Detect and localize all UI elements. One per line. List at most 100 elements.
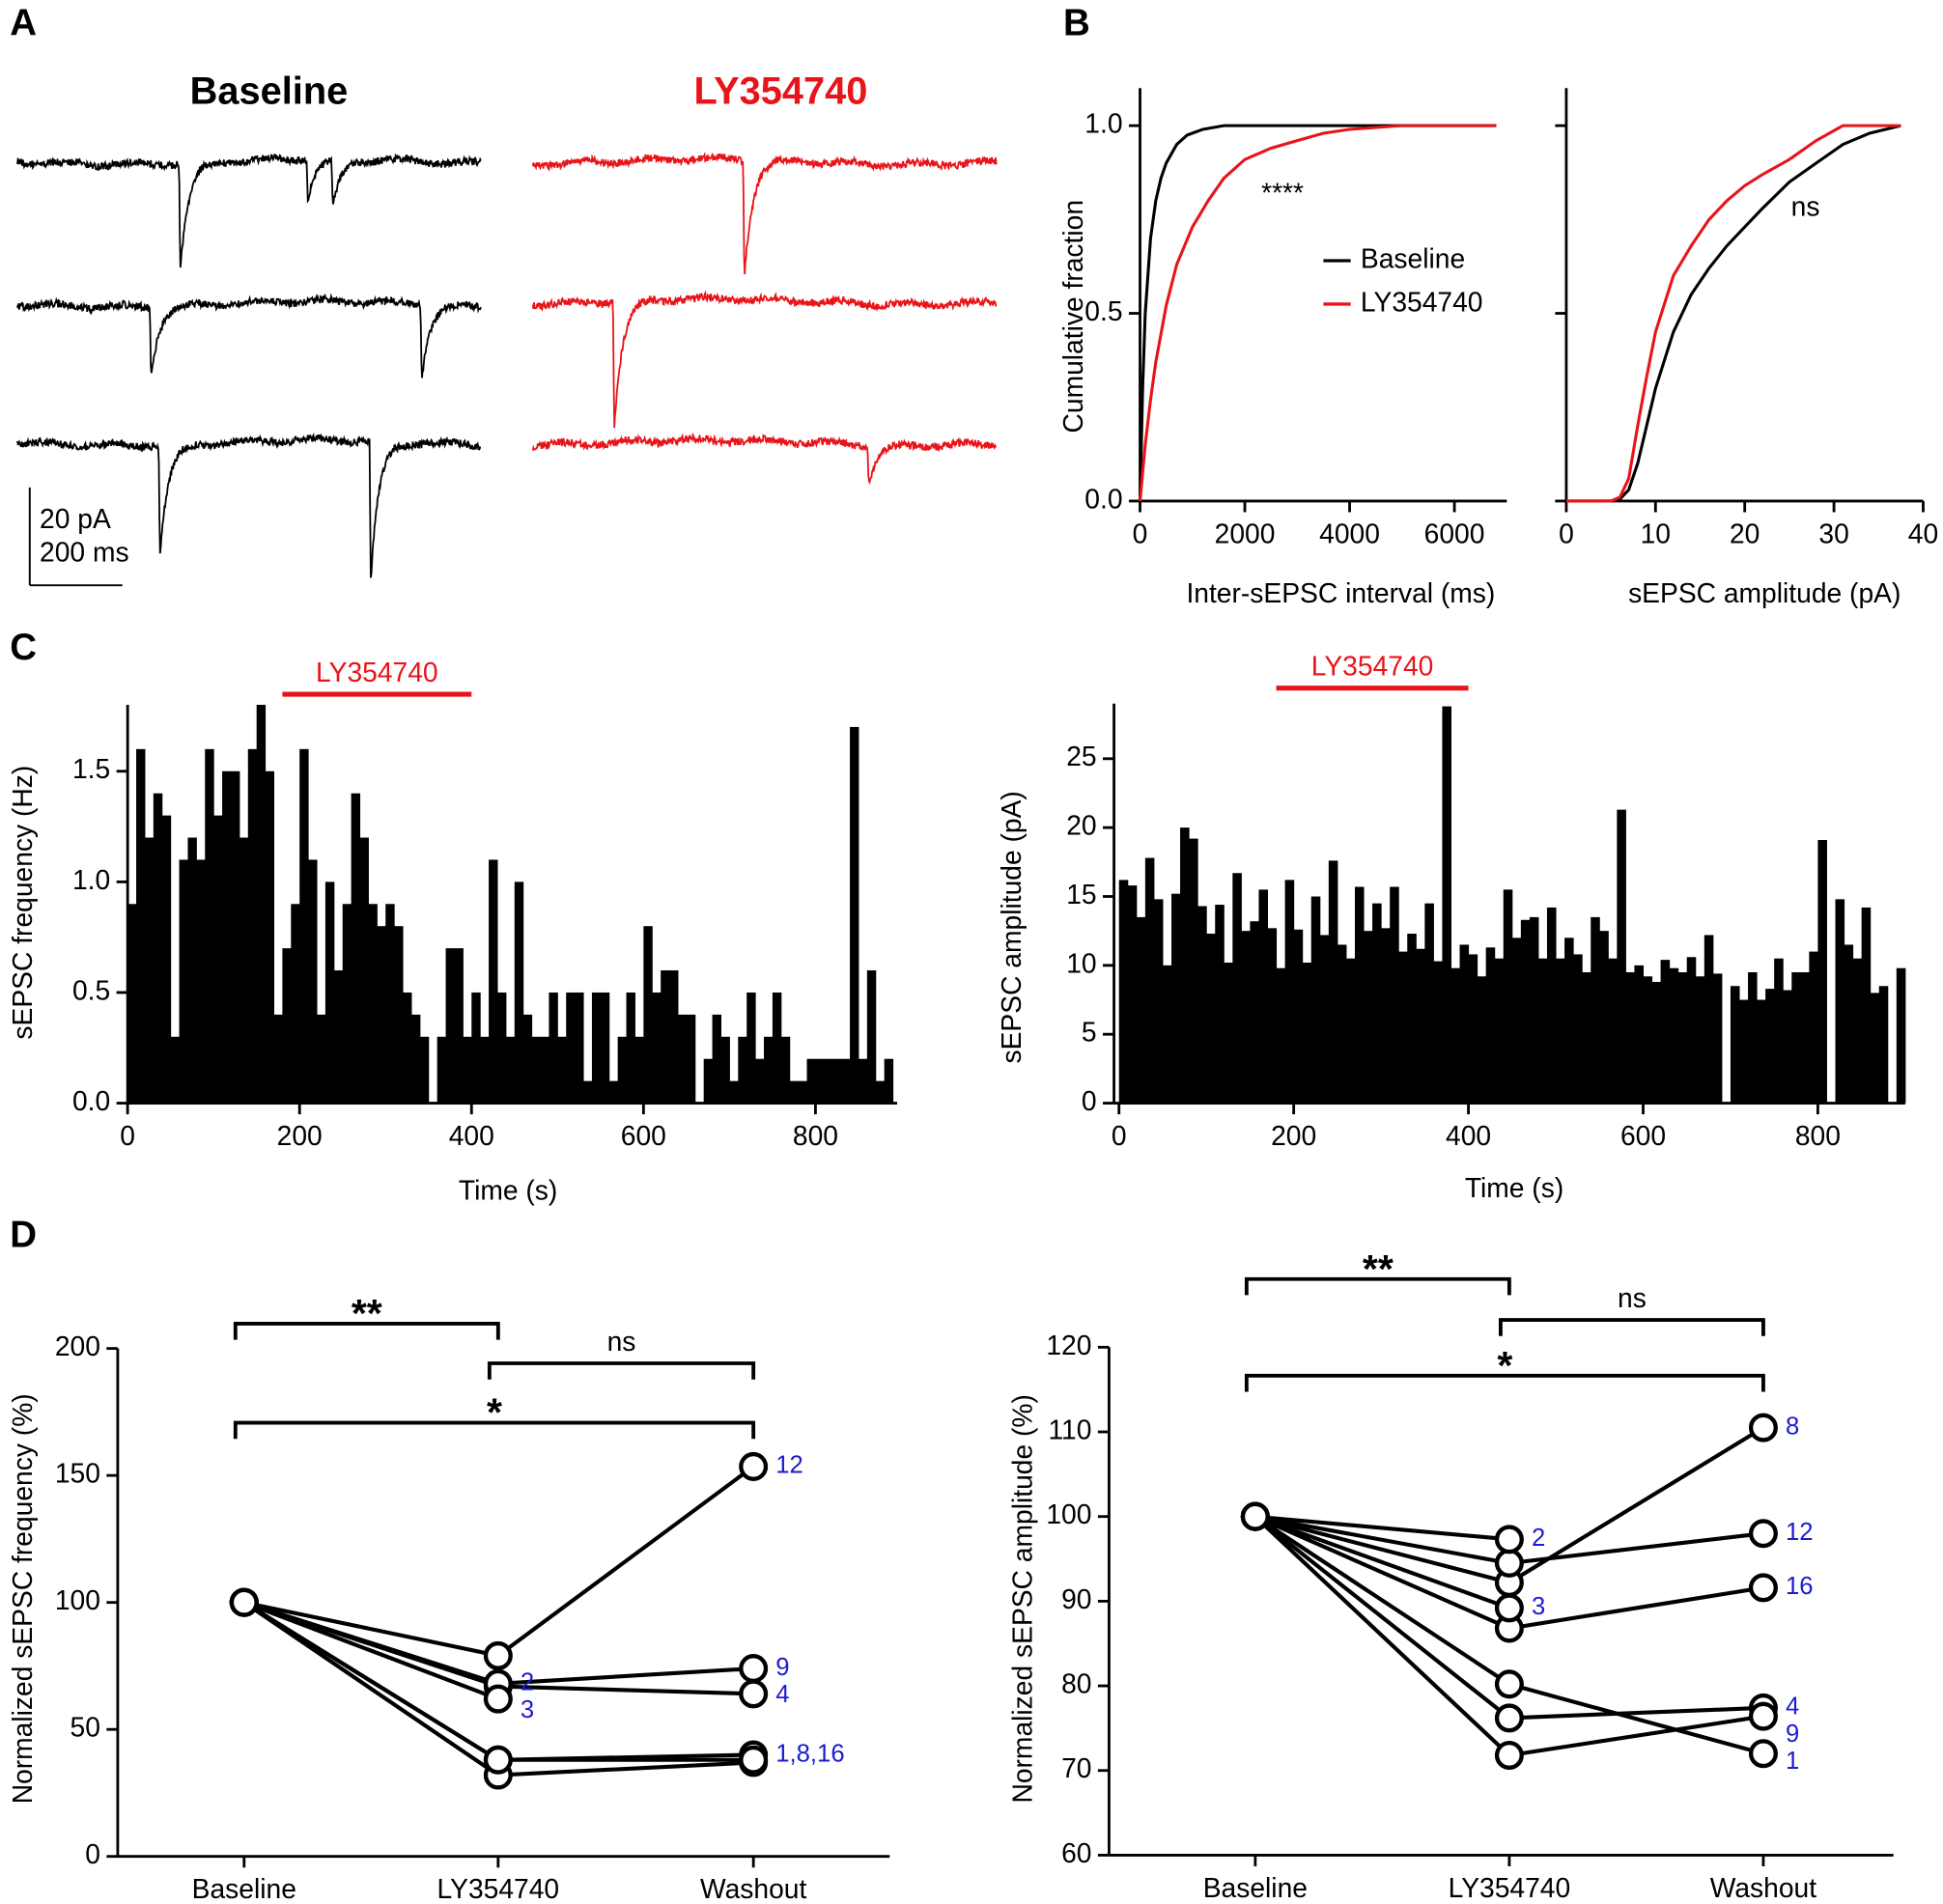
cell-point — [739, 1679, 769, 1709]
y-tick-label: 50 — [70, 1712, 100, 1743]
cell-point — [1494, 1740, 1524, 1770]
x-tick-label: 6000 — [1424, 518, 1485, 548]
histogram-bar — [1215, 905, 1225, 1104]
histogram-bar — [1608, 958, 1618, 1104]
x-axis-label: sEPSC amplitude (pA) — [1628, 577, 1901, 608]
x-tick-label: 200 — [1271, 1120, 1316, 1151]
y-tick-label: 1.0 — [72, 864, 110, 895]
histogram-bar — [661, 970, 670, 1104]
x-tick-label: Baseline — [1203, 1872, 1308, 1903]
scale-bar-label: 20 pA — [40, 503, 111, 534]
significance-label: * — [487, 1390, 502, 1435]
cell-label: 1,8,16 — [775, 1740, 844, 1767]
histogram-bar — [1748, 971, 1758, 1104]
significance-bracket — [233, 1420, 756, 1440]
histogram-bar — [445, 948, 455, 1104]
histogram-bar — [489, 859, 498, 1104]
histogram-bar — [403, 992, 412, 1104]
histogram-bar — [1206, 934, 1216, 1104]
x-tick-label: 400 — [449, 1120, 494, 1151]
x-tick-label: 800 — [1795, 1120, 1841, 1151]
cell-point — [1240, 1501, 1270, 1531]
x-tick-label: 20 — [1730, 518, 1760, 548]
histogram-bar — [703, 1058, 714, 1104]
histogram-bar — [317, 1014, 326, 1104]
histogram-bar — [522, 1014, 533, 1104]
x-tick-label: 0 — [1112, 1120, 1127, 1151]
x-tick-label: Washout — [700, 1873, 806, 1904]
histogram-bar — [265, 770, 275, 1104]
y-tick-label: 0.0 — [1084, 483, 1122, 514]
histogram-bar — [841, 1058, 851, 1104]
histogram-bar — [1774, 958, 1784, 1104]
histogram-bar — [1127, 885, 1138, 1104]
histogram-bar — [1870, 993, 1880, 1104]
histogram-bar — [410, 1014, 421, 1104]
histogram-bar — [772, 992, 782, 1104]
histogram-bar — [1459, 944, 1470, 1104]
cell-point — [739, 1654, 769, 1684]
histogram-bar — [496, 992, 507, 1104]
histogram-bar — [394, 926, 404, 1104]
histogram-bar — [368, 904, 378, 1104]
annotation: ns — [1791, 191, 1820, 222]
histogram-bar — [1556, 958, 1565, 1104]
cell-point — [1748, 1573, 1778, 1603]
histogram-bar — [273, 1014, 283, 1104]
histogram-bar — [1704, 935, 1714, 1104]
histogram-bar — [789, 1080, 800, 1104]
histogram-bar — [780, 1036, 791, 1104]
histogram-bar — [1817, 839, 1827, 1104]
cell-label: 4 — [775, 1681, 789, 1708]
histogram-bar — [351, 793, 361, 1104]
histogram-bar — [1712, 973, 1723, 1104]
histogram-bar — [1651, 981, 1662, 1104]
histogram-bar — [1258, 889, 1269, 1104]
histogram-bar — [1390, 886, 1399, 1104]
cell-line — [1254, 1514, 1510, 1610]
histogram-bar — [359, 837, 369, 1104]
y-tick-label: 200 — [55, 1330, 100, 1361]
y-tick-label: 0 — [85, 1838, 100, 1869]
histogram-bar — [308, 859, 318, 1104]
histogram-bar — [136, 748, 146, 1104]
histogram-bar — [850, 726, 859, 1104]
cdf-line — [1565, 124, 1901, 503]
significance-label: ** — [1363, 1246, 1394, 1291]
histogram-bar — [1520, 919, 1531, 1104]
histogram-bar — [1485, 947, 1496, 1104]
histogram-bar — [1364, 931, 1373, 1104]
histogram-bar — [1477, 976, 1487, 1104]
y-tick-label: 10 — [1066, 947, 1096, 978]
current-trace — [531, 152, 998, 275]
x-tick-label: Washout — [1710, 1872, 1816, 1903]
histogram-bar — [652, 992, 662, 1104]
cell-point — [1494, 1548, 1524, 1578]
histogram-bar — [256, 705, 267, 1104]
x-axis-label: Time (s) — [459, 1174, 557, 1205]
panel-label: B — [1063, 2, 1090, 43]
histogram-bar — [755, 1058, 765, 1104]
cell-point — [739, 1451, 769, 1481]
cell-label: 2 — [521, 1669, 534, 1696]
cell-point — [483, 1684, 513, 1714]
treatment-label: LY354740 — [1311, 651, 1434, 682]
treatment-label: LY354740 — [316, 657, 438, 687]
y-tick-label: 70 — [1061, 1752, 1091, 1783]
histogram-bar — [643, 926, 653, 1104]
y-axis-label: sEPSC frequency (Hz) — [7, 766, 38, 1040]
histogram-bar — [170, 1036, 181, 1104]
cell-point — [1748, 1519, 1778, 1549]
histogram-bar — [1529, 916, 1539, 1104]
histogram-bar — [291, 904, 300, 1104]
cell-point — [1494, 1525, 1524, 1554]
histogram-bar — [1310, 896, 1321, 1104]
significance-bracket — [1244, 1373, 1765, 1392]
cell-line — [243, 1600, 499, 1701]
histogram-bar — [1416, 948, 1425, 1104]
histogram-bar — [634, 1036, 644, 1104]
cell-point — [1494, 1669, 1524, 1699]
cell-label: 8 — [1786, 1413, 1799, 1440]
x-axis-label: Time (s) — [1465, 1172, 1563, 1203]
histogram-bar — [858, 1058, 868, 1104]
